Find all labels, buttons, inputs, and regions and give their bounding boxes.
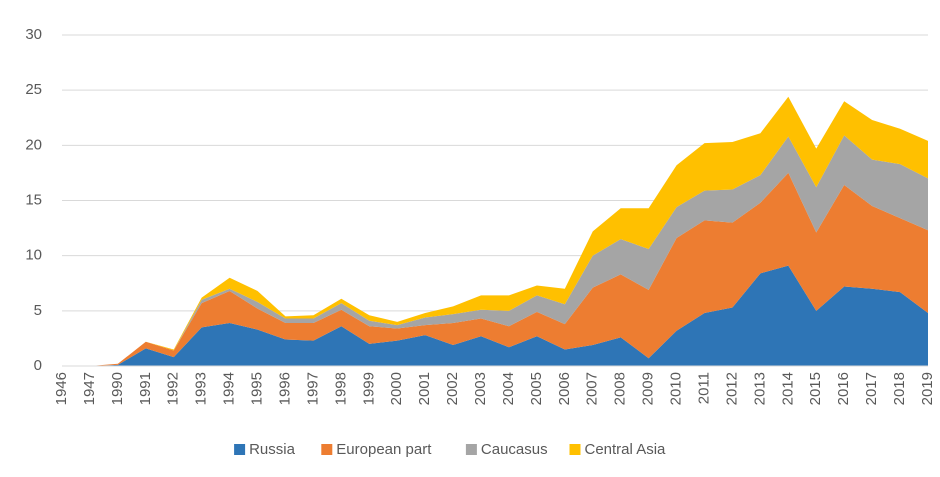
area: [62, 96, 928, 366]
x-tick-label: 1947: [81, 372, 98, 405]
x-tick-label: 2007: [584, 372, 601, 405]
y-tick-label: 30: [25, 26, 42, 43]
x-tick-label: 2010: [668, 372, 685, 405]
x-tick-label: 2014: [779, 372, 796, 405]
legend-label: Russia: [249, 441, 296, 458]
area: [62, 265, 928, 366]
x-tick-label: 2018: [891, 372, 908, 405]
x-tick-label: 2011: [695, 372, 712, 404]
y-tick-label: 0: [34, 357, 42, 374]
x-tick-label: 1997: [304, 372, 321, 405]
y-tick-label: 20: [25, 136, 42, 153]
legend-label: Central Asia: [585, 441, 667, 458]
x-tick-label: 1998: [332, 372, 349, 405]
x-tick-label: 2009: [640, 372, 657, 405]
x-tick-label: 2002: [444, 372, 461, 405]
y-tick-label: 5: [34, 302, 42, 319]
legend: Russia European part Caucasus Central Asia: [234, 441, 666, 458]
y-tick-label: 10: [25, 247, 42, 264]
legend-label: European part: [336, 441, 432, 458]
x-tick-label: 1946: [53, 372, 70, 405]
legend-swatch: [234, 444, 246, 455]
legend-swatch: [321, 444, 333, 455]
x-tick-label: 2016: [835, 372, 852, 405]
x-tick-label: 2006: [556, 372, 573, 405]
x-tick-label: 2004: [500, 372, 517, 405]
x-tick-label: 2012: [723, 372, 740, 405]
y-tick-label: 25: [25, 81, 42, 98]
x-tick-label: 2001: [416, 372, 433, 405]
x-tick-label: 2003: [472, 372, 489, 405]
x-tick-label: 2013: [751, 372, 768, 405]
x-tick-label: 1990: [109, 372, 126, 405]
legend-label: Caucasus: [481, 441, 548, 458]
x-tick-label: 2015: [807, 372, 824, 405]
y-tick-label: 15: [25, 191, 42, 208]
x-tick-label: 2019: [919, 372, 936, 405]
x-tick-label: 1992: [165, 372, 182, 405]
x-tick-label: 1994: [221, 372, 238, 405]
x-tick-label: 1996: [276, 372, 293, 405]
x-tick-label: 1999: [360, 372, 377, 405]
area: [62, 135, 928, 366]
x-tick-label: 1995: [249, 372, 266, 405]
x-tick-label: 2000: [388, 372, 405, 405]
x-tick-label: 2008: [612, 372, 629, 405]
x-tick-label: 2005: [528, 372, 545, 405]
x-tick-label: 2017: [863, 372, 880, 405]
legend-swatch: [465, 444, 477, 455]
area: [62, 172, 928, 366]
legend-swatch: [569, 444, 581, 455]
x-tick-label: 1993: [193, 372, 210, 405]
x-tick-label: 1991: [137, 372, 154, 405]
